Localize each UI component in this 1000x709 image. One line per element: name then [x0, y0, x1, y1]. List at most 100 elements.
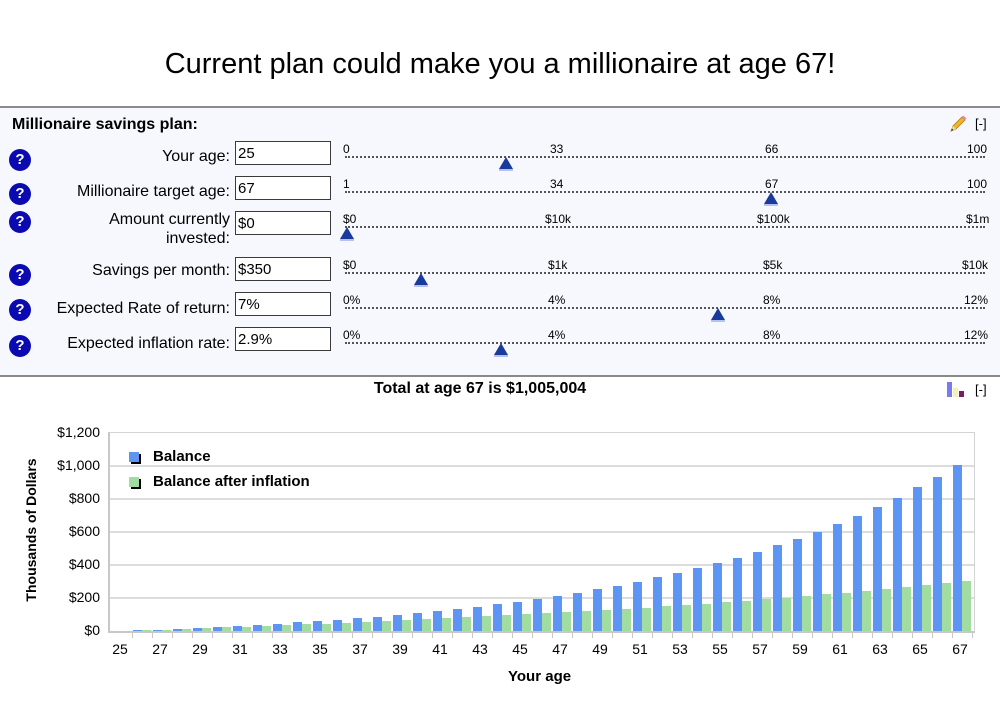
- tick-label: 4%: [548, 293, 566, 307]
- pencil-icon[interactable]: [948, 114, 968, 139]
- tick-label: 66: [765, 142, 779, 156]
- bar-balance-after-inflation: [962, 581, 971, 631]
- bar-balance-after-inflation: [282, 625, 291, 631]
- bar-balance-after-inflation: [182, 628, 191, 631]
- tick-label: 33: [550, 142, 564, 156]
- rate-of-return-input[interactable]: [235, 292, 331, 316]
- bar-balance: [333, 619, 342, 631]
- bar-balance: [193, 627, 202, 631]
- bar-balance-after-inflation: [942, 583, 951, 631]
- x-tick-mark: [232, 633, 233, 638]
- tick-label: $10k: [962, 258, 989, 272]
- collapse-chart-button[interactable]: [-]: [975, 382, 987, 397]
- x-tick-label: 35: [312, 641, 328, 657]
- tick-label: 100: [967, 177, 988, 191]
- tick-label: 4%: [548, 328, 566, 342]
- x-tick-mark: [812, 633, 813, 638]
- bar-balance: [513, 601, 522, 631]
- tick-label: 1: [343, 177, 350, 191]
- x-tick-label: 55: [712, 641, 728, 657]
- x-tick-mark: [712, 633, 713, 638]
- amount-invested-slider-thumb[interactable]: [339, 227, 354, 241]
- bar-balance: [853, 515, 862, 631]
- bar-balance: [693, 568, 702, 631]
- target-age-slider-track[interactable]: [345, 191, 985, 206]
- x-tick-mark: [192, 633, 193, 638]
- x-tick-mark: [752, 633, 753, 638]
- amount-invested-label-line2: invested:: [165, 230, 230, 247]
- bar-balance-after-inflation: [622, 608, 631, 631]
- tick-label: 67: [765, 177, 779, 191]
- x-tick-label: 49: [592, 641, 608, 657]
- savings-per-month-input[interactable]: [235, 257, 331, 281]
- bar-balance-after-inflation: [322, 623, 331, 631]
- help-icon-amount-invested[interactable]: ?: [9, 211, 31, 233]
- x-tick-mark: [612, 633, 613, 638]
- bar-balance-after-inflation: [682, 604, 691, 631]
- x-tick-mark: [392, 633, 393, 638]
- help-icon-savings-per-month[interactable]: ?: [9, 264, 31, 286]
- x-tick-mark: [852, 633, 853, 638]
- bar-balance-after-inflation: [582, 611, 591, 631]
- bar-balance: [293, 622, 302, 631]
- inflation-rate-input[interactable]: [235, 327, 331, 351]
- bar-balance: [493, 604, 502, 631]
- bar-balance-after-inflation: [722, 602, 731, 631]
- gridline: [110, 465, 974, 467]
- bar-balance-after-inflation: [422, 619, 431, 631]
- target-age-slider-thumb[interactable]: [764, 192, 779, 206]
- help-icon-inflation-rate[interactable]: ?: [9, 335, 31, 357]
- bar-balance: [573, 592, 582, 631]
- x-tick-mark: [292, 633, 293, 638]
- bar-balance: [313, 621, 322, 631]
- x-tick-label: 57: [752, 641, 768, 657]
- your-age-input[interactable]: [235, 141, 331, 165]
- bar-balance-after-inflation: [922, 585, 931, 631]
- x-tick-mark: [932, 633, 933, 638]
- help-icon-rate-of-return[interactable]: ?: [9, 299, 31, 321]
- bar-balance: [553, 595, 562, 631]
- bar-balance-after-inflation: [142, 630, 151, 631]
- inflation-rate-label: Expected inflation rate:: [67, 335, 230, 352]
- inflation-rate-slider-track[interactable]: [345, 342, 985, 357]
- savings-plan-panel: Millionaire savings plan: [-]: [0, 106, 1000, 377]
- rate-of-return-slider-thumb[interactable]: [711, 308, 726, 322]
- x-tick-mark: [252, 633, 253, 638]
- bar-balance-after-inflation: [442, 618, 451, 631]
- tick-label: $0: [343, 258, 357, 272]
- x-tick-mark: [512, 633, 513, 638]
- bar-balance: [813, 531, 822, 631]
- tick-label: 0%: [343, 328, 361, 342]
- help-icon-your-age[interactable]: ?: [9, 149, 31, 171]
- collapse-panel-button[interactable]: [-]: [975, 116, 987, 131]
- x-tick-label: 31: [232, 641, 248, 657]
- bar-balance: [773, 545, 782, 631]
- x-tick-mark: [592, 633, 593, 638]
- tick-label: 8%: [763, 328, 781, 342]
- savings-per-month-label: Savings per month:: [92, 262, 230, 279]
- your-age-slider-track[interactable]: [345, 156, 985, 171]
- savings-per-month-slider-thumb[interactable]: [414, 273, 429, 287]
- x-tick-mark: [892, 633, 893, 638]
- bar-balance-after-inflation: [382, 621, 391, 631]
- x-tick-mark: [792, 633, 793, 638]
- rate-of-return-label: Expected Rate of return:: [56, 300, 230, 317]
- gridline: [110, 531, 974, 533]
- legend-swatch-balance: [129, 452, 139, 462]
- help-icon-target-age[interactable]: ?: [9, 183, 31, 205]
- amount-invested-input[interactable]: [235, 211, 331, 235]
- rate-of-return-slider-track[interactable]: [345, 307, 985, 322]
- amount-invested-slider-track[interactable]: [339, 226, 985, 241]
- savings-per-month-slider-track[interactable]: [345, 272, 985, 287]
- inflation-rate-slider-thumb[interactable]: [494, 343, 509, 357]
- x-tick-mark: [212, 633, 213, 638]
- bar-chart-icon[interactable]: [946, 381, 968, 402]
- x-tick-mark: [312, 633, 313, 638]
- x-tick-label: 63: [872, 641, 888, 657]
- x-tick-mark: [632, 633, 633, 638]
- bar-balance-after-inflation: [802, 596, 811, 631]
- x-tick-mark: [832, 633, 833, 638]
- your-age-slider-thumb[interactable]: [499, 157, 514, 171]
- tick-label: 12%: [964, 293, 989, 307]
- target-age-input[interactable]: [235, 176, 331, 200]
